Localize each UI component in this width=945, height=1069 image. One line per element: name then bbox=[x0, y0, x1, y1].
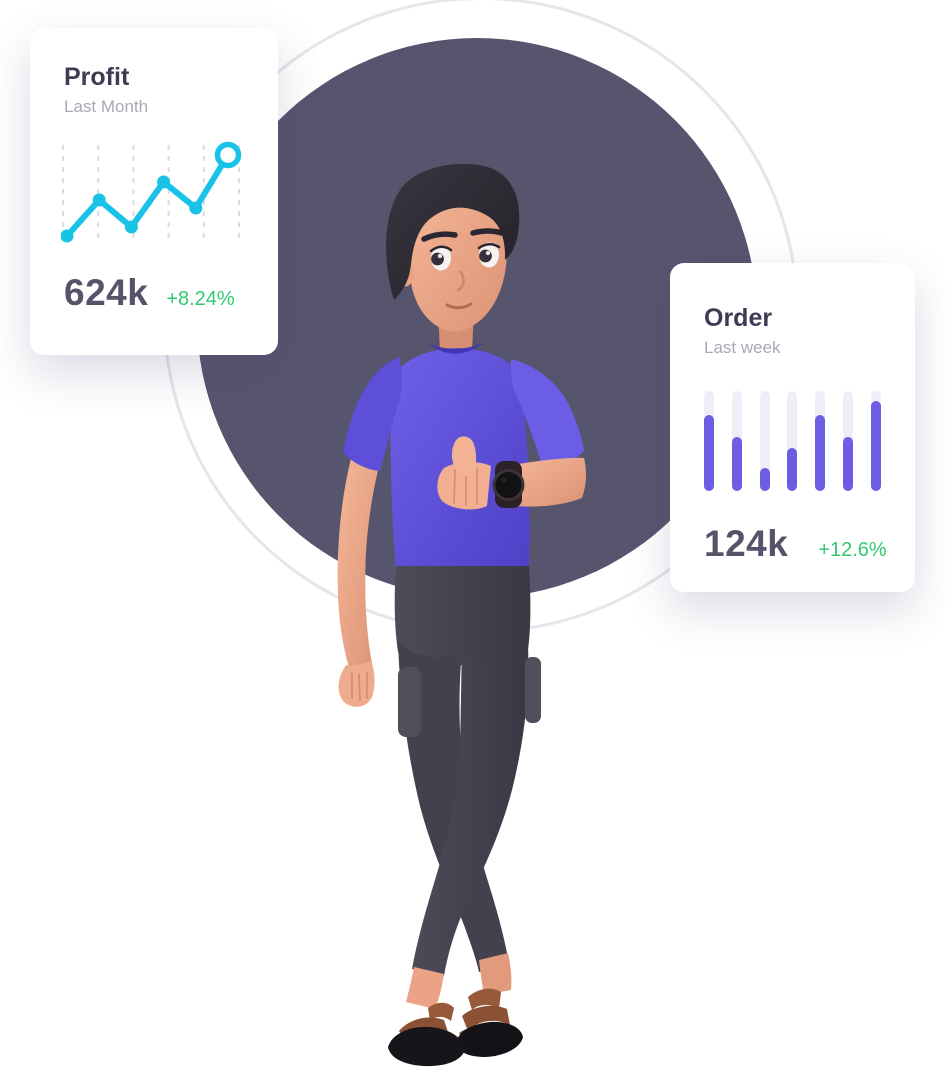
order-bar-track bbox=[731, 391, 742, 492]
character-left-hand bbox=[338, 660, 375, 707]
character-front-sandal bbox=[388, 1002, 465, 1067]
character-cargo-pocket-right bbox=[525, 657, 541, 723]
order-bar-track bbox=[815, 391, 826, 492]
character-rear-ankle bbox=[479, 953, 512, 995]
order-bar-chart bbox=[704, 391, 881, 492]
character-front-ankle bbox=[406, 967, 444, 1009]
order-bar-fill bbox=[870, 401, 881, 492]
order-bar-fill bbox=[704, 415, 714, 492]
order-bar-track bbox=[759, 391, 770, 492]
order-bar-fill bbox=[759, 468, 770, 492]
order-card-subtitle: Last week bbox=[704, 338, 781, 357]
order-bar-fill bbox=[843, 437, 854, 492]
profit-card-title: Profit bbox=[64, 63, 130, 91]
character-rear-leg bbox=[398, 642, 509, 972]
profit-change-badge: +8.24% bbox=[166, 288, 235, 311]
profit-card-subtitle: Last Month bbox=[64, 97, 149, 116]
profit-line-chart bbox=[60, 139, 242, 250]
order-bar-track bbox=[704, 391, 714, 492]
order-bar-track bbox=[843, 391, 854, 492]
profit-value-row: 624k +8.24% bbox=[64, 272, 242, 314]
profit-value: 624k bbox=[64, 272, 149, 314]
order-card: Order Last week 124k +12.6% bbox=[670, 263, 915, 592]
order-value: 124k bbox=[704, 523, 789, 565]
order-bar-fill bbox=[787, 448, 798, 492]
profit-card: Profit Last Month 624k +8.24% bbox=[30, 28, 278, 355]
character-rear-sandal bbox=[456, 988, 523, 1057]
order-value-row: 124k +12.6% bbox=[704, 523, 887, 565]
order-bar-track bbox=[870, 391, 881, 492]
order-bar-fill bbox=[731, 437, 742, 492]
character-front-leg bbox=[412, 646, 529, 976]
order-change-badge: +12.6% bbox=[818, 539, 887, 562]
order-bar-track bbox=[787, 391, 798, 492]
character-cargo-pocket-left bbox=[398, 667, 421, 737]
order-card-title: Order bbox=[704, 304, 773, 332]
order-bar-fill bbox=[815, 415, 826, 492]
